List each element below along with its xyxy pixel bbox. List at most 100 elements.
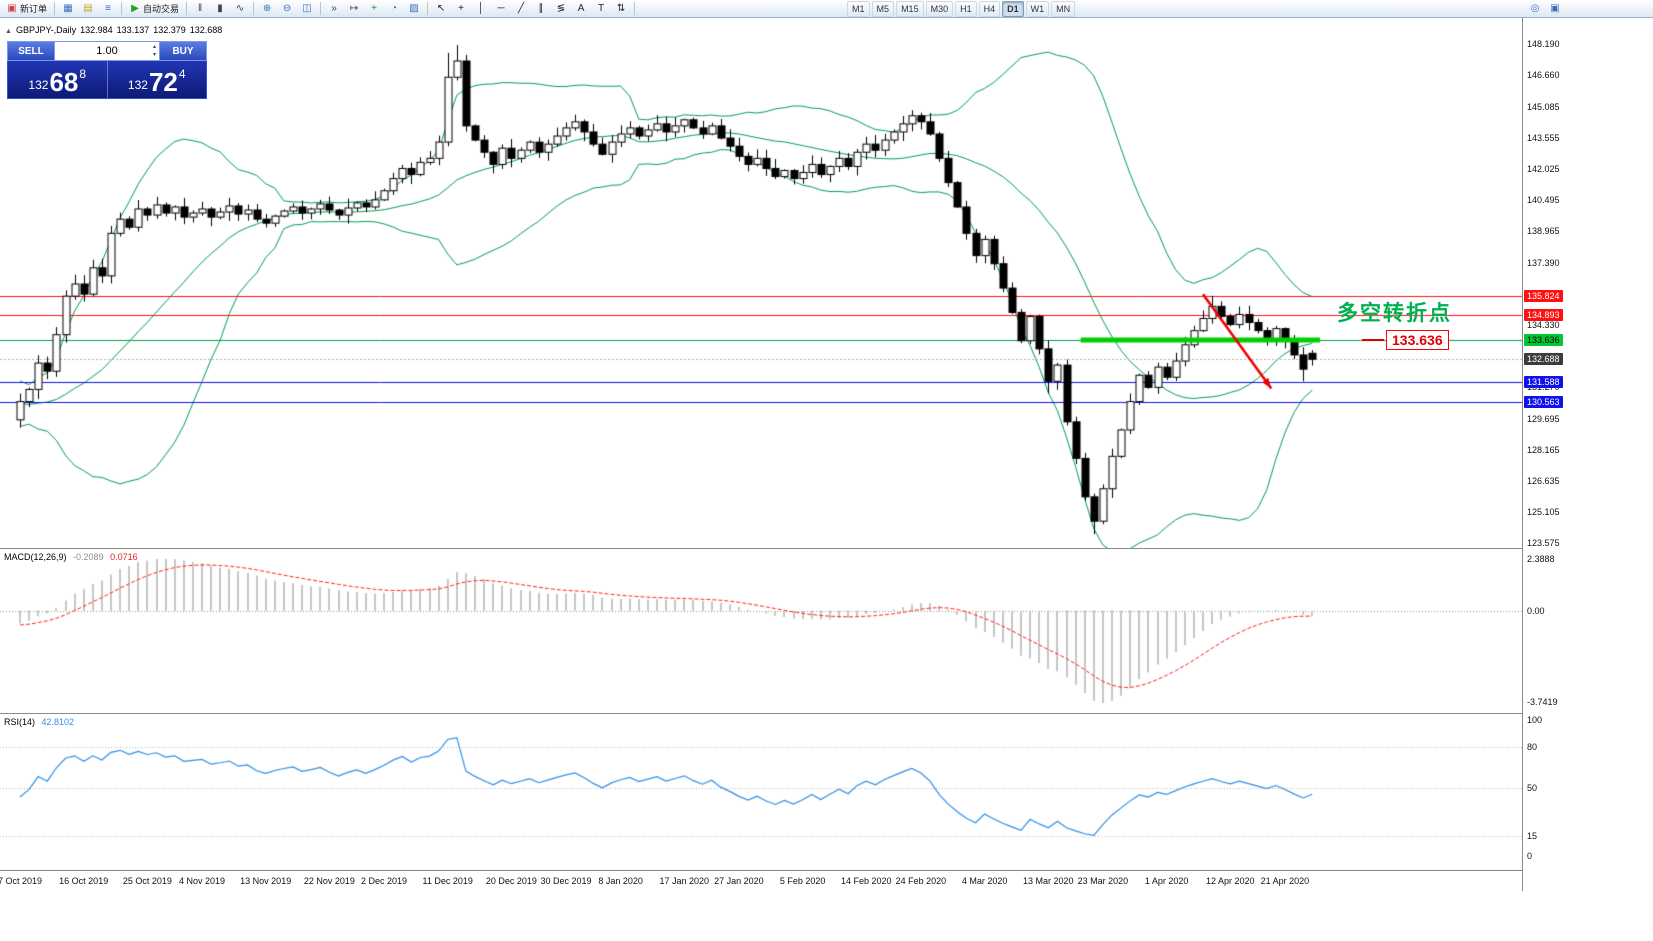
symbol-marker-icon: ▲ bbox=[5, 28, 12, 35]
label-icon: T bbox=[597, 3, 605, 14]
trendline-button[interactable]: ╱ bbox=[511, 1, 531, 16]
timeframe-m30-button[interactable]: M30 bbox=[925, 0, 954, 17]
chart-search-button[interactable]: ◎ bbox=[1525, 1, 1545, 16]
window-menu-button[interactable]: ▣ bbox=[1545, 1, 1565, 16]
timeframe-d1-button[interactable]: D1 bbox=[1002, 0, 1024, 17]
magnifier-icon: ◎ bbox=[1530, 3, 1540, 14]
vertical-line-icon: │ bbox=[477, 3, 485, 14]
timeframe-h1-button[interactable]: H1 bbox=[955, 0, 977, 17]
text-button[interactable]: A bbox=[571, 1, 591, 16]
date-label: 30 Dec 2019 bbox=[540, 876, 592, 886]
volume-spinner[interactable]: ▴ ▾ bbox=[153, 43, 156, 59]
date-label: 2 Dec 2019 bbox=[360, 876, 408, 886]
candlestick-icon: ▮ bbox=[217, 3, 223, 14]
market-watch-icon: ≡ bbox=[105, 3, 111, 14]
macd-axis-label: 0.00 bbox=[1527, 605, 1545, 616]
buy-price[interactable]: 132 72 4 bbox=[108, 61, 207, 98]
panel-separator[interactable] bbox=[0, 548, 1653, 549]
date-label: 25 Oct 2019 bbox=[122, 876, 172, 886]
tile-windows-button[interactable]: ◫ bbox=[297, 1, 317, 16]
line-chart-button[interactable]: ∿ bbox=[230, 1, 250, 16]
arrows-button[interactable]: ⇅ bbox=[611, 1, 631, 16]
autotrading-button-label: 自动交易 bbox=[143, 4, 180, 14]
new-chart-button[interactable]: ▦ bbox=[58, 1, 78, 16]
price-tick-label: 148.190 bbox=[1527, 39, 1560, 49]
price-callout[interactable]: 133.636 bbox=[1386, 330, 1449, 350]
axis-separator bbox=[1522, 18, 1523, 891]
date-label: 4 Nov 2019 bbox=[178, 876, 226, 886]
volume-field[interactable]: 1.00 ▴ ▾ bbox=[55, 41, 159, 61]
templates-button[interactable]: ▨ bbox=[404, 1, 424, 16]
tile-windows-icon: ◫ bbox=[302, 3, 312, 14]
date-label: 17 Jan 2020 bbox=[659, 876, 710, 886]
rsi-name: RSI(14) bbox=[4, 717, 36, 727]
zoom-out-button[interactable]: ⊖ bbox=[277, 1, 297, 16]
timeframe-m5-button[interactable]: M5 bbox=[871, 0, 895, 17]
price-tick-label: 146.660 bbox=[1527, 70, 1560, 81]
turning-point-label[interactable]: 多空转折点 bbox=[1337, 302, 1452, 325]
date-label: 20 Dec 2019 bbox=[485, 876, 537, 886]
price-axis[interactable]: 148.190 146.660 145.085 143.555 142.025 140.4… bbox=[1523, 18, 1653, 891]
channel-button[interactable]: ∥ bbox=[531, 1, 551, 16]
price-tick-label: 134.330 bbox=[1527, 319, 1560, 330]
market-watch-button[interactable]: ≡ bbox=[98, 1, 118, 16]
candlestick-chart-button[interactable]: ▮ bbox=[210, 1, 230, 16]
date-label: 12 Apr 2020 bbox=[1206, 876, 1255, 886]
auto-scroll-button[interactable]: » bbox=[324, 1, 344, 16]
cursor-button[interactable]: ↖ bbox=[431, 1, 451, 16]
price-tick-label: 143.555 bbox=[1527, 132, 1560, 143]
new-order-icon: ▣ bbox=[7, 3, 17, 14]
bar-chart-button[interactable]: ‖ bbox=[190, 1, 210, 16]
panel-separator[interactable] bbox=[0, 713, 1653, 714]
crosshair-icon: + bbox=[458, 3, 464, 14]
timeframe-mn-button[interactable]: MN bbox=[1051, 0, 1076, 17]
macd-name: MACD(12,26,9) bbox=[4, 552, 67, 562]
new-order-button[interactable]: ▣ 新订单 bbox=[2, 1, 51, 16]
macd-panel-canvas[interactable] bbox=[0, 549, 1522, 713]
price-tick-label: 137.390 bbox=[1527, 257, 1560, 268]
channel-icon: ∥ bbox=[538, 3, 544, 14]
quote-open: 132.984 bbox=[80, 25, 113, 35]
price-chart-canvas[interactable] bbox=[0, 18, 1522, 548]
timeframe-w1-button[interactable]: W1 bbox=[1025, 0, 1050, 17]
price-tick-label: 145.085 bbox=[1527, 101, 1560, 112]
rsi-axis-label: 80 bbox=[1527, 742, 1538, 753]
horizontal-line-button[interactable]: ─ bbox=[491, 1, 511, 16]
toolbar-separator bbox=[186, 2, 188, 15]
vertical-line-button[interactable]: │ bbox=[471, 1, 491, 16]
price-tick-label: 142.025 bbox=[1527, 163, 1560, 174]
spinner-down-icon[interactable]: ▾ bbox=[152, 52, 156, 58]
spinner-up-icon[interactable]: ▴ bbox=[152, 44, 156, 50]
timeframe-h4-button[interactable]: H4 bbox=[978, 0, 1001, 17]
autotrading-button[interactable]: ▶ 自动交易 bbox=[125, 1, 183, 16]
date-label: 7 Oct 2019 bbox=[0, 876, 43, 886]
sell-price[interactable]: 132 68 8 bbox=[8, 61, 107, 98]
macd-axis-label: -3.7419 bbox=[1527, 697, 1558, 707]
sell-button[interactable]: SELL bbox=[7, 41, 55, 61]
date-label: 16 Oct 2019 bbox=[59, 876, 109, 886]
date-label: 1 Apr 2020 bbox=[1144, 876, 1189, 886]
profiles-button[interactable]: ▤ bbox=[78, 1, 98, 16]
periods-button[interactable]: ◔ bbox=[384, 1, 404, 16]
buy-button[interactable]: BUY bbox=[159, 41, 207, 61]
date-label: 24 Feb 2020 bbox=[895, 876, 947, 886]
bar-chart-icon: ‖ bbox=[197, 3, 203, 14]
macd-main-value: -0.2089 bbox=[73, 552, 104, 562]
indicators-button[interactable]: + bbox=[364, 1, 384, 16]
date-label: 11 Dec 2019 bbox=[422, 876, 473, 886]
toolbar-separator bbox=[427, 2, 429, 15]
rsi-panel-canvas[interactable] bbox=[0, 714, 1522, 870]
crosshair-button[interactable]: + bbox=[451, 1, 471, 16]
templates-icon: ▨ bbox=[409, 3, 419, 14]
timeframe-m15-button[interactable]: M15 bbox=[896, 0, 924, 17]
timeframe-m1-button[interactable]: M1 bbox=[847, 0, 870, 17]
date-label: 4 Mar 2020 bbox=[961, 876, 1008, 886]
chart-shift-button[interactable]: ↦ bbox=[344, 1, 364, 16]
label-button[interactable]: T bbox=[591, 1, 611, 16]
zoom-in-button[interactable]: ⊕ bbox=[257, 1, 277, 16]
date-label: 8 Jan 2020 bbox=[598, 876, 643, 886]
fibonacci-button[interactable]: ≶ bbox=[551, 1, 571, 16]
toolbar-right-group: ◎ ▣ bbox=[1525, 1, 1565, 16]
time-axis[interactable]: 7 Oct 2019 16 Oct 2019 25 Oct 2019 4 Nov 20… bbox=[0, 870, 1522, 892]
